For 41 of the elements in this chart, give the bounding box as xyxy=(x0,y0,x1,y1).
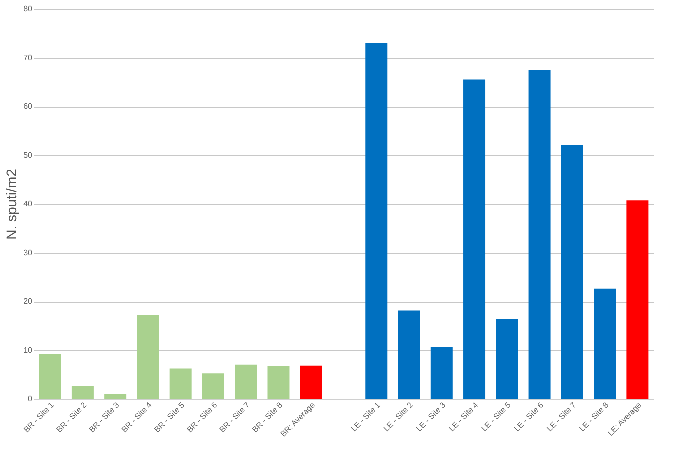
x-tick-label: LE - Site 8 xyxy=(578,400,612,434)
x-tick-label: BR - Site 4 xyxy=(120,400,154,435)
y-axis-title: N. sputi/m2 xyxy=(4,168,20,240)
bar xyxy=(268,366,290,399)
x-tick-label: LE - Site 6 xyxy=(512,400,546,434)
y-tick-label: 70 xyxy=(24,53,34,62)
bar xyxy=(626,200,649,399)
x-tick-label: BR - Site 3 xyxy=(88,400,122,435)
x-tick-label: LE - Site 3 xyxy=(414,400,448,434)
bar xyxy=(594,288,616,399)
y-tick-label: 20 xyxy=(24,297,34,306)
x-tick-label: BR - Site 6 xyxy=(185,400,220,435)
bar xyxy=(496,319,518,399)
bar xyxy=(235,364,258,399)
y-tick-label: 80 xyxy=(24,4,34,14)
y-tick-label: 10 xyxy=(24,346,34,355)
x-tick-label: BR - Site 2 xyxy=(54,400,89,435)
bar xyxy=(72,386,94,399)
bar xyxy=(398,310,420,399)
x-tick-label: BR - Site 5 xyxy=(152,400,187,435)
bar xyxy=(39,354,62,399)
x-tick-label: BR - Site 7 xyxy=(218,400,252,435)
x-tick-label: LE - Site 1 xyxy=(350,400,383,434)
bar xyxy=(464,80,486,399)
bar xyxy=(528,70,551,399)
bar xyxy=(104,394,127,399)
bar xyxy=(300,366,322,399)
y-tick-label: 60 xyxy=(24,102,34,111)
x-tick-label: LE - Site 5 xyxy=(480,400,514,434)
bar xyxy=(202,374,224,399)
x-tick-label: LE - Site 2 xyxy=(382,400,416,434)
y-tick-label: 50 xyxy=(24,150,34,160)
bar xyxy=(561,146,584,399)
bar xyxy=(137,315,160,399)
bar xyxy=(366,43,388,399)
y-tick-label: 30 xyxy=(24,248,34,258)
x-tick-label: LE - Site 7 xyxy=(545,400,578,434)
x-tick-label: LE - Site 4 xyxy=(447,400,481,434)
bar xyxy=(430,347,453,399)
y-tick-label: 40 xyxy=(24,200,34,208)
bar xyxy=(170,368,192,399)
